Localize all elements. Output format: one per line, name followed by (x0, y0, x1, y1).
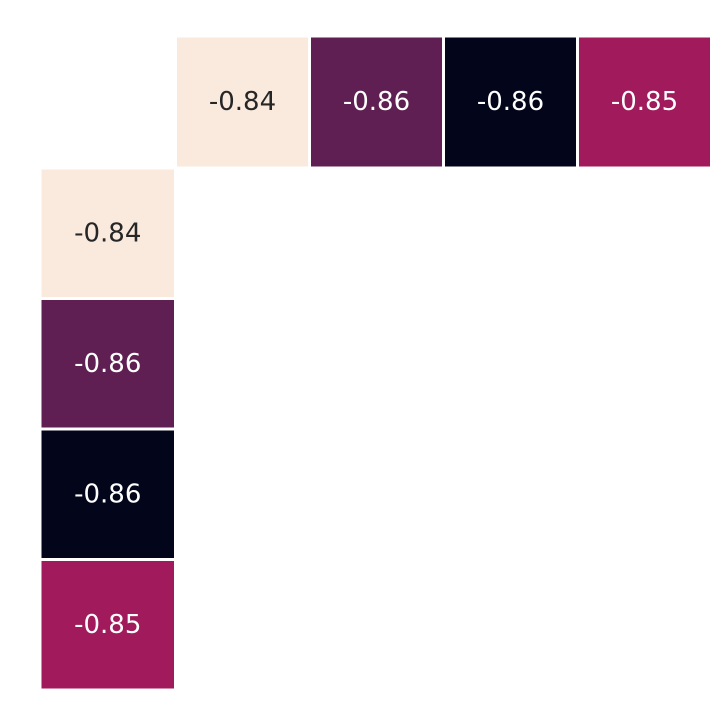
cell-value-label: -0.86 (74, 349, 141, 379)
cell-value-label: -0.86 (477, 87, 544, 117)
cell-value-label: -0.84 (209, 87, 276, 117)
cell-value-label: -0.86 (343, 87, 410, 117)
heatmap-cell (41, 169, 174, 297)
heatmap-cell (311, 37, 442, 167)
heatmap-cell (41, 430, 174, 558)
heatmap-cells: -0.84 -0.86 -0.86 -0.85 -0.84 -0.86 -0.86 -0.85 (41, 37, 710, 689)
cell-value-label: -0.85 (611, 87, 678, 117)
cell-value-label: -0.86 (74, 479, 141, 509)
heatmap-cell (579, 37, 710, 167)
heatmap-cell (177, 37, 308, 167)
heatmap-cell (41, 300, 174, 428)
cell-value-label: -0.85 (74, 610, 141, 640)
heatmap-cell (445, 37, 576, 167)
cell-value-label: -0.84 (74, 218, 141, 248)
heatmap-cell (41, 561, 174, 689)
